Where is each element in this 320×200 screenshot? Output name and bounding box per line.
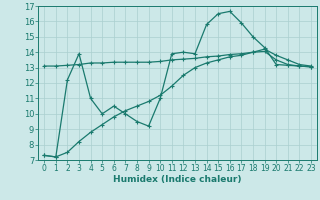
X-axis label: Humidex (Indice chaleur): Humidex (Indice chaleur) (113, 175, 242, 184)
